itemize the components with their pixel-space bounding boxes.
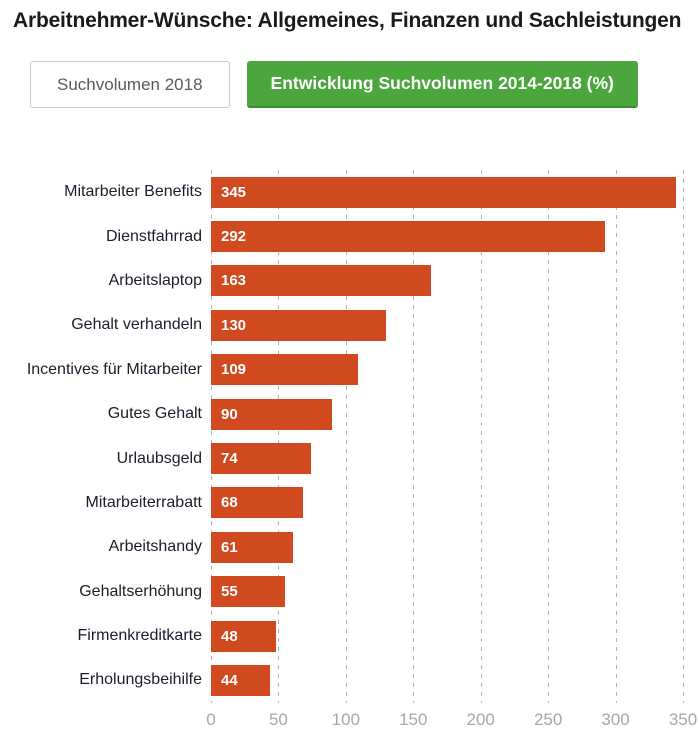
bar-value-label: 345 [221,183,247,201]
bar-row: Arbeitshandy 61 [0,525,699,569]
category-label: Gutes Gehalt [107,405,202,423]
category-label: Urlaubsgeld [116,449,202,467]
bar-track: 163 [211,265,683,297]
category-label: Dienstfahrrad [105,227,202,245]
bar-rows: Mitarbeiter Benefits 345 Dienstfahrrad 292 A… [0,170,699,703]
category-label: Erholungsbeihilfe [79,671,202,689]
bar-row: Firmenkreditkarte 48 [0,614,699,658]
bar-value-label: 74 [221,450,238,468]
bar-track: 130 [211,309,683,341]
chart-toggle-toolbar: Suchvolumen 2018 Entwicklung Suchvolumen… [30,61,699,108]
x-tick-label: 0 [206,710,216,729]
bar-track: 48 [211,620,683,652]
bar-row: Erholungsbeihilfe 44 [0,658,699,702]
x-tick-label: 200 [466,710,495,729]
page-title: Arbeitnehmer-Wünsche: Allgemeines, Finan… [13,9,682,32]
bar-track: 74 [211,443,683,475]
category-label: Arbeitshandy [108,538,202,556]
x-tick-label: 300 [601,710,630,729]
x-tick-label: 350 [668,710,698,729]
x-tick-label: 150 [399,710,428,729]
bar-row: Gutes Gehalt 90 [0,392,699,436]
x-tick-label: 50 [268,710,288,729]
bar-track: 68 [211,487,683,519]
bar-track: 61 [211,531,683,563]
bar-value-label: 163 [221,272,247,290]
bar[interactable]: 61 [211,531,294,563]
category-label: Firmenkreditkarte [77,627,202,645]
bar-value-label: 68 [221,494,238,512]
bar-track: 292 [211,221,683,253]
bar-track: 109 [211,354,683,386]
bar-value-label: 44 [221,671,238,689]
bar-track: 55 [211,576,683,608]
bar-row: Mitarbeiterrabatt 68 [0,481,699,525]
category-label: Gehaltserhöhung [79,582,202,600]
bar[interactable]: 48 [211,620,276,652]
bar-value-label: 48 [221,627,238,645]
bar[interactable]: 292 [211,221,605,253]
category-label: Gehalt verhandeln [71,316,202,334]
bar[interactable]: 345 [211,176,677,208]
bar[interactable]: 163 [211,265,431,297]
bar-value-label: 109 [221,361,247,379]
category-label: Incentives für Mitarbeiter [26,360,202,378]
x-tick-label: 100 [331,710,361,729]
bar-row: Urlaubsgeld 74 [0,436,699,480]
bar-value-label: 130 [221,316,247,334]
category-label: Arbeitslaptop [108,271,202,289]
bar-value-label: 61 [221,538,238,556]
bar-row: Mitarbeiter Benefits 345 [0,170,699,214]
bar-row: Gehalt verhandeln 130 [0,303,699,347]
bar[interactable]: 68 [211,487,303,519]
bar-value-label: 90 [221,405,238,423]
category-label: Mitarbeiterrabatt [85,493,203,511]
bar[interactable]: 109 [211,354,358,386]
tab-suchvolumen-2018[interactable]: Suchvolumen 2018 [30,61,230,108]
horizontal-bar-chart: Mitarbeiter Benefits 345 Dienstfahrrad 292 A… [0,170,699,736]
bar-row: Dienstfahrrad 292 [0,214,699,258]
bar[interactable]: 90 [211,398,333,430]
tab-entwicklung-suchvolumen-2014-2018[interactable]: Entwicklung Suchvolumen 2014-2018 (%) [246,61,638,108]
bar[interactable]: 130 [211,309,387,341]
bar-row: Incentives für Mitarbeiter 109 [0,348,699,392]
bar-row: Gehaltserhöhung 55 [0,570,699,614]
bar[interactable]: 44 [211,664,271,696]
bar-track: 90 [211,398,683,430]
bar-value-label: 292 [221,228,247,246]
x-axis: 0 50 100 150 200 250 300 350 [206,703,697,736]
bar-value-label: 55 [221,583,238,601]
bar[interactable]: 74 [211,443,311,475]
x-tick-label: 250 [533,710,563,729]
bar[interactable]: 55 [211,576,286,608]
bar-row: Arbeitslaptop 163 [0,259,699,303]
category-label: Mitarbeiter Benefits [64,183,202,201]
bar-track: 345 [211,176,683,208]
bar-track: 44 [211,664,683,696]
